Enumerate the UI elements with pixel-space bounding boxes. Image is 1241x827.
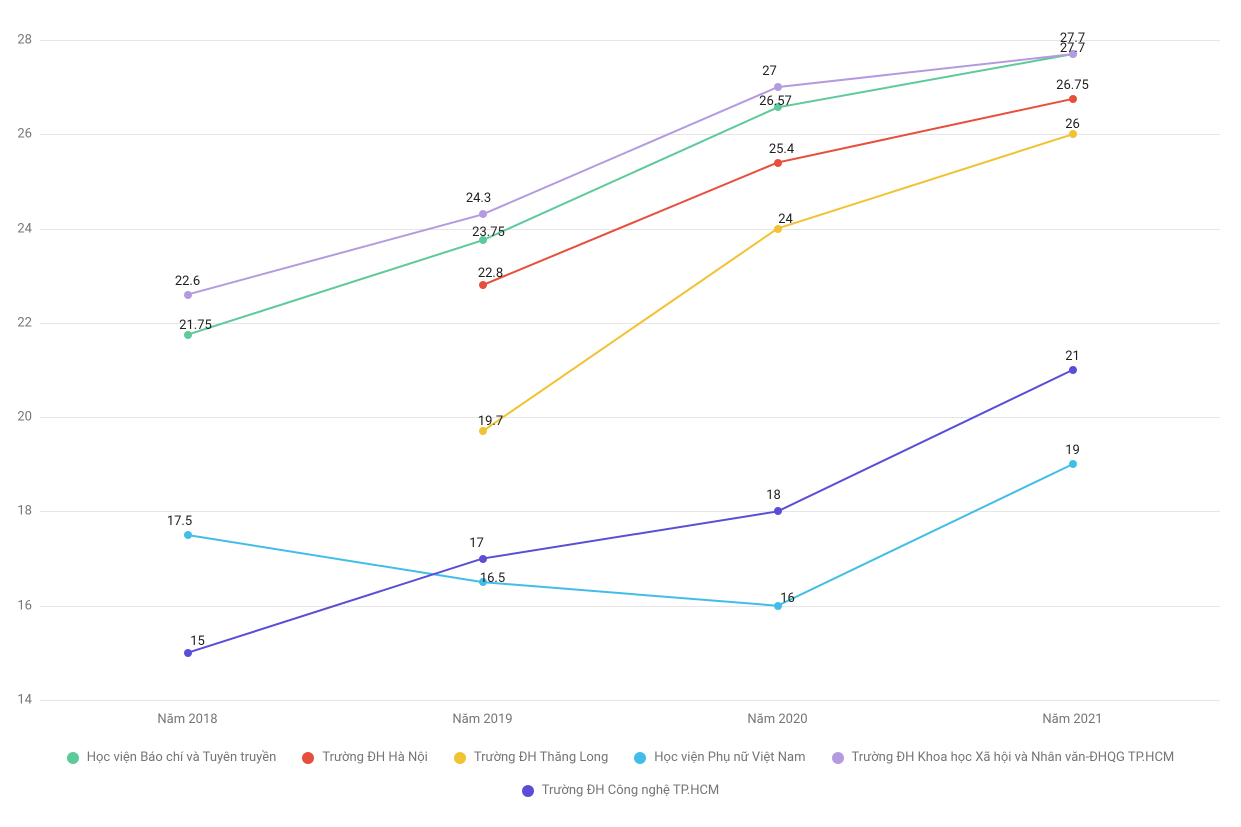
legend-item: Trường ĐH Thăng Long	[454, 750, 608, 765]
legend-swatch	[634, 752, 646, 764]
legend-item: Trường ĐH Khoa học Xã hội và Nhân văn-ĐH…	[832, 750, 1175, 765]
y-axis-tick: 24	[17, 221, 32, 236]
legend-item: Trường ĐH Công nghệ TP.HCM	[522, 783, 720, 798]
y-axis-tick: 18	[17, 504, 32, 519]
data-label: 26.57	[759, 94, 792, 109]
x-axis-tick: Năm 2019	[452, 712, 512, 727]
data-label: 26	[1065, 117, 1080, 132]
data-point	[184, 291, 192, 299]
y-axis-tick: 14	[17, 693, 32, 708]
data-label: 18	[766, 488, 781, 503]
data-label: 15	[190, 634, 205, 649]
data-label: 23.75	[472, 225, 505, 240]
gridline	[40, 700, 1220, 701]
legend-label: Trường ĐH Thăng Long	[474, 750, 608, 765]
line-chart: 14 16 18 20 22 24 26 28 Năm 2018 Năm 2019 Năm 2020…	[0, 0, 1241, 827]
data-label: 25.4	[769, 142, 794, 157]
data-point	[774, 507, 782, 515]
legend-item: Học viện Báo chí và Tuyên truyền	[67, 750, 277, 765]
data-point	[479, 555, 487, 563]
legend-swatch	[67, 752, 79, 764]
data-label: 19.7	[478, 414, 503, 429]
x-axis-tick: Năm 2018	[157, 712, 217, 727]
legend-label: Học viện Báo chí và Tuyên truyền	[87, 750, 277, 765]
y-axis-tick: 16	[17, 598, 32, 613]
data-label: 16	[780, 591, 795, 606]
legend-swatch	[522, 785, 534, 797]
data-label: 21	[1065, 349, 1080, 364]
y-axis-tick: 28	[17, 33, 32, 48]
series-lines	[40, 40, 1220, 700]
legend-item: Học viện Phụ nữ Việt Nam	[634, 750, 805, 765]
data-label: 22.8	[478, 266, 503, 281]
data-point	[184, 649, 192, 657]
data-point	[479, 281, 487, 289]
data-label: 19	[1065, 443, 1080, 458]
plot-area: 1416182022242628Năm 2018Năm 2019Năm 2020…	[40, 40, 1220, 700]
legend-swatch	[832, 752, 844, 764]
data-point	[1069, 95, 1077, 103]
legend-swatch	[302, 752, 314, 764]
data-label: 24	[778, 212, 793, 227]
x-axis-tick: Năm 2021	[1042, 712, 1102, 727]
data-label: 17.5	[167, 514, 192, 529]
y-axis-tick: 22	[17, 315, 32, 330]
y-axis-tick: 26	[17, 127, 32, 142]
data-point	[774, 159, 782, 167]
y-axis-tick: 20	[17, 410, 32, 425]
legend-swatch	[454, 752, 466, 764]
legend: Học viện Báo chí và Tuyên truyền Trường Đ…	[0, 750, 1241, 798]
x-axis-tick: Năm 2020	[747, 712, 807, 727]
series-line	[188, 54, 1073, 335]
legend-label: Học viện Phụ nữ Việt Nam	[654, 750, 805, 765]
data-point	[479, 210, 487, 218]
legend-label: Trường ĐH Công nghệ TP.HCM	[542, 783, 720, 798]
data-label: 22.6	[175, 274, 200, 289]
data-label: 24.3	[466, 191, 491, 206]
data-point	[1069, 366, 1077, 374]
data-label: 27	[762, 64, 777, 79]
data-point	[1069, 460, 1077, 468]
data-label: 17	[469, 536, 484, 551]
series-line	[483, 134, 1073, 431]
series-line	[188, 370, 1073, 653]
legend-label: Trường ĐH Hà Nội	[322, 750, 428, 765]
data-label: 27.7	[1060, 41, 1085, 56]
legend-item: Trường ĐH Hà Nội	[302, 750, 428, 765]
legend-label: Trường ĐH Khoa học Xã hội và Nhân văn-ĐH…	[852, 750, 1175, 765]
series-line	[483, 99, 1073, 285]
data-label: 26.75	[1056, 78, 1089, 93]
data-point	[184, 531, 192, 539]
data-label: 16.5	[480, 571, 505, 586]
data-point	[774, 83, 782, 91]
data-label: 21.75	[179, 318, 212, 333]
